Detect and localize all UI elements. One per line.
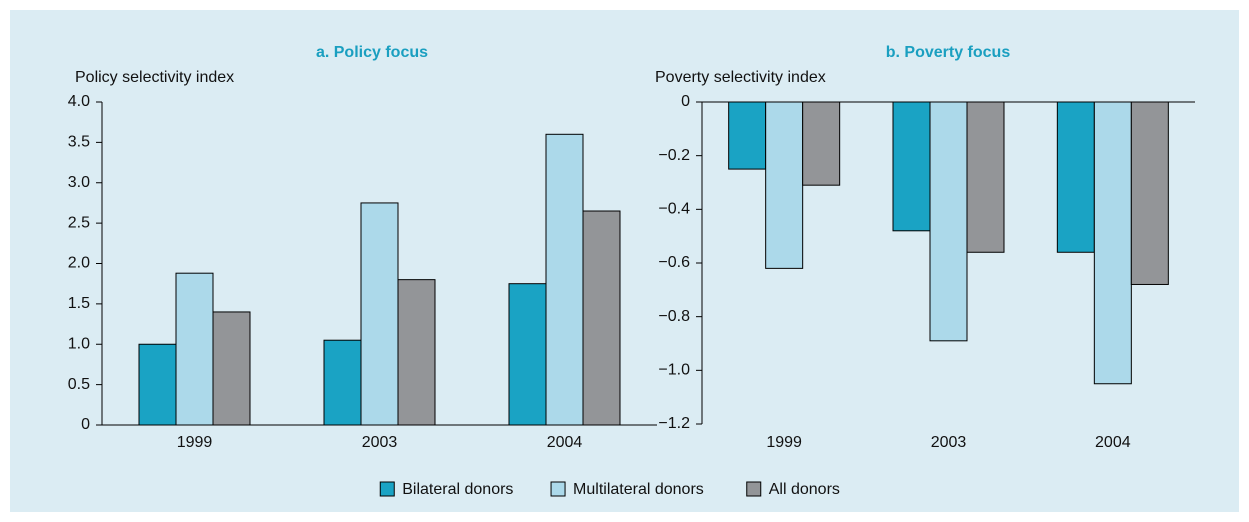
legend-swatch [746, 481, 762, 497]
y-tick-label: −0.8 [658, 308, 690, 325]
bar [582, 210, 621, 426]
y-axis-label: Policy selectivity index [75, 69, 234, 86]
y-tick-label: 0 [81, 416, 90, 433]
y-tick-label: −0.4 [658, 201, 690, 218]
legend-label: Multilateral donors [573, 481, 704, 498]
y-tick-label: 3.0 [68, 174, 90, 191]
y-tick-label: 4.0 [68, 93, 90, 110]
bar [1130, 101, 1169, 285]
y-tick-label: 0.5 [68, 376, 90, 393]
legend-label: All donors [769, 481, 840, 498]
y-tick-label: −0.6 [658, 254, 690, 271]
bar [1093, 101, 1132, 385]
x-tick-label: 2004 [547, 434, 583, 451]
bar [360, 202, 399, 426]
bar [802, 101, 841, 186]
bar [323, 339, 362, 426]
bar [1056, 101, 1095, 253]
y-tick-label: −1.0 [658, 362, 690, 379]
x-tick-label: 2004 [1095, 434, 1131, 451]
y-tick-label: 1.5 [68, 295, 90, 312]
bar [397, 279, 436, 426]
bar [765, 101, 804, 269]
y-tick-label: 0 [681, 93, 690, 110]
x-tick-label: 2003 [931, 434, 967, 451]
legend-swatch [379, 481, 395, 497]
y-tick-label: −1.2 [658, 415, 690, 432]
legend-label: Bilateral donors [402, 481, 513, 498]
chart-title: b. Poverty focus [886, 44, 1011, 61]
bar [892, 101, 931, 232]
legend-swatch [550, 481, 566, 497]
y-tick-label: 3.5 [68, 134, 90, 151]
bar [545, 133, 584, 426]
x-tick-label: 1999 [766, 434, 802, 451]
bar [212, 311, 251, 426]
y-tick-label: 2.5 [68, 214, 90, 231]
chart-title: a. Policy focus [316, 44, 428, 61]
bar [138, 343, 177, 426]
x-tick-label: 1999 [177, 434, 213, 451]
bar [728, 101, 767, 170]
background [10, 10, 1239, 512]
bar [175, 272, 214, 426]
y-tick-label: 1.0 [68, 335, 90, 352]
bar [508, 283, 547, 426]
bar [966, 101, 1005, 253]
y-tick-label: −0.2 [658, 147, 690, 164]
y-axis-label: Poverty selectivity index [655, 69, 826, 86]
x-tick-label: 2003 [362, 434, 398, 451]
bar [929, 101, 968, 342]
y-tick-label: 2.0 [68, 255, 90, 272]
